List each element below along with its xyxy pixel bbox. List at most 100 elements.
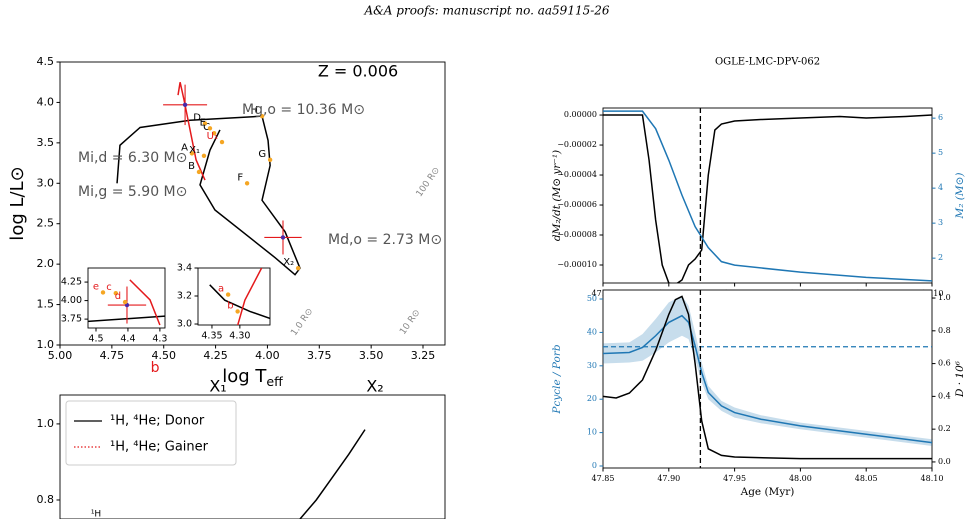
- y-tick-label: 1.0: [37, 417, 55, 430]
- y-tick-label: −0.00008: [557, 230, 597, 239]
- data-line: [209, 284, 270, 320]
- y-axis-label: log L/L⊙: [7, 166, 28, 240]
- y-tick-label: 3.75: [61, 314, 82, 325]
- y-tick-label: 0: [592, 461, 597, 470]
- annotation: Mg,o = 10.36 M⊙: [242, 102, 365, 118]
- x-tick-label: 4.4: [120, 334, 135, 345]
- y2-tick-label: 3: [938, 218, 943, 227]
- x-axis-label-sub: eff: [266, 374, 283, 389]
- plot-area: [209, 268, 270, 325]
- y2-tick-label: 0.8: [938, 326, 951, 335]
- x-tick-label: 4.00: [255, 349, 280, 362]
- annotation: b: [151, 360, 160, 376]
- y-tick-label: 20: [587, 394, 597, 403]
- chart-title: OGLE-LMC-DPV-062: [715, 57, 820, 68]
- y2-tick-label: 4: [938, 183, 943, 192]
- x-tick-label: 4.35: [201, 331, 222, 342]
- plot-area: [299, 429, 366, 519]
- data-line: [177, 82, 206, 181]
- x-tick-label: 4.30: [229, 331, 250, 342]
- data-line: [299, 429, 366, 519]
- y-tick-label: 3.2: [177, 291, 192, 302]
- y2-tick-label: 1.0: [938, 293, 951, 302]
- legend-label: ¹H, ⁴He; Donor: [110, 414, 205, 429]
- point-label: X₁: [189, 145, 200, 156]
- y-tick-label: −0.00002: [557, 140, 597, 149]
- plot-area: [603, 108, 932, 283]
- y-tick-label: 3.4: [177, 263, 192, 274]
- annotation: X₁: [209, 377, 226, 396]
- point-label: B: [188, 161, 195, 172]
- y2-tick-label: 5: [938, 148, 943, 157]
- track-point: [100, 290, 106, 295]
- y-tick-label: 10: [587, 428, 597, 437]
- track-point: [225, 292, 231, 297]
- chart: 4.5 4.4 4.3 3.75 4.00 4.25 e cd: [61, 267, 167, 345]
- error-band: [603, 295, 932, 446]
- x-tick-label: 4.3: [152, 334, 167, 345]
- x-tick-label: 47.85: [592, 474, 615, 483]
- chart: 47.8547.9047.9548.0048.0548.100.00000−0.…: [551, 57, 966, 299]
- plot-frame: [602, 289, 933, 469]
- track-point: [113, 290, 118, 296]
- chart: 5.00 4.75 4.50 4.25 4.00 3.75 3.50 3.25 1.0 1.5 2.…: [7, 55, 446, 389]
- observed-point: [182, 102, 188, 108]
- y-axis-label: dM₂/dt (M⊙ yr⁻¹): [551, 150, 563, 241]
- legend-box: [65, 400, 237, 466]
- y-tick-label: −0.00006: [557, 200, 597, 209]
- annotation: X₂: [366, 377, 383, 396]
- y2-tick-label: 0.6: [938, 359, 951, 368]
- y-axis-label: Pcycle / Porb: [551, 344, 563, 415]
- point-label: c: [106, 282, 112, 293]
- y2-tick-label: 0.2: [938, 424, 951, 433]
- observed-point: [280, 235, 286, 240]
- track-point: [189, 151, 195, 156]
- track-point: [267, 157, 273, 163]
- annotation: Mi,d = 6.30 M⊙: [78, 150, 187, 166]
- data-line: [603, 114, 932, 283]
- track-point: [219, 139, 225, 145]
- track-point: [122, 299, 128, 305]
- track-point: [211, 130, 217, 136]
- track-point: [295, 265, 301, 271]
- point-label: D: [193, 112, 201, 123]
- point-label: b: [227, 300, 233, 311]
- point-label: d: [115, 291, 121, 302]
- y-tick-label: 4.5: [37, 55, 55, 68]
- x-tick-label: 4.25: [203, 349, 228, 362]
- data-line: [116, 115, 301, 276]
- point-label: C: [203, 122, 210, 133]
- track-point: [196, 169, 202, 175]
- point-label: U₁: [207, 131, 218, 142]
- plot-frame: [197, 267, 271, 326]
- track-point: [202, 121, 208, 126]
- x-axis-label-main: log T: [222, 366, 267, 387]
- track-point: [207, 126, 213, 131]
- y2-tick-label: 0.0: [938, 457, 951, 466]
- track-point: [201, 153, 207, 158]
- point-label: A: [181, 142, 188, 153]
- annotation: Mi,g = 5.90 M⊙: [78, 184, 187, 200]
- point-label: H: [251, 105, 259, 116]
- y-tick-label: 0.00000: [564, 110, 597, 119]
- x-tick-label: 48.05: [855, 474, 878, 483]
- x-tick-label: 3.75: [307, 349, 332, 362]
- track-point: [244, 181, 250, 186]
- y-tick-label: −0.00010: [557, 260, 597, 269]
- y-tick-label: 4.0: [37, 95, 55, 108]
- track-point: [235, 309, 240, 314]
- y-tick-label: 1.0: [37, 338, 55, 351]
- y-tick-label: 0.8: [37, 493, 55, 506]
- point-label: X₂: [283, 257, 294, 268]
- x-tick-label: 48.00: [789, 474, 812, 483]
- x-axis-label-main: Age (Myr): [740, 486, 795, 498]
- x-tick-label: 4.75: [100, 349, 125, 362]
- x-tick-label: 3.50: [359, 349, 384, 362]
- x-tick-label: 47.95: [723, 474, 746, 483]
- y-tick-label: 40: [587, 327, 597, 336]
- chart: 0.8 1.0 X₁ X₂ ¹H ¹H, ⁴He; Donor ¹H, ⁴He; Gaine…: [37, 377, 446, 519]
- plot-frame: [602, 107, 933, 284]
- track-point: [259, 113, 265, 119]
- x-tick-label: 3.25: [411, 349, 436, 362]
